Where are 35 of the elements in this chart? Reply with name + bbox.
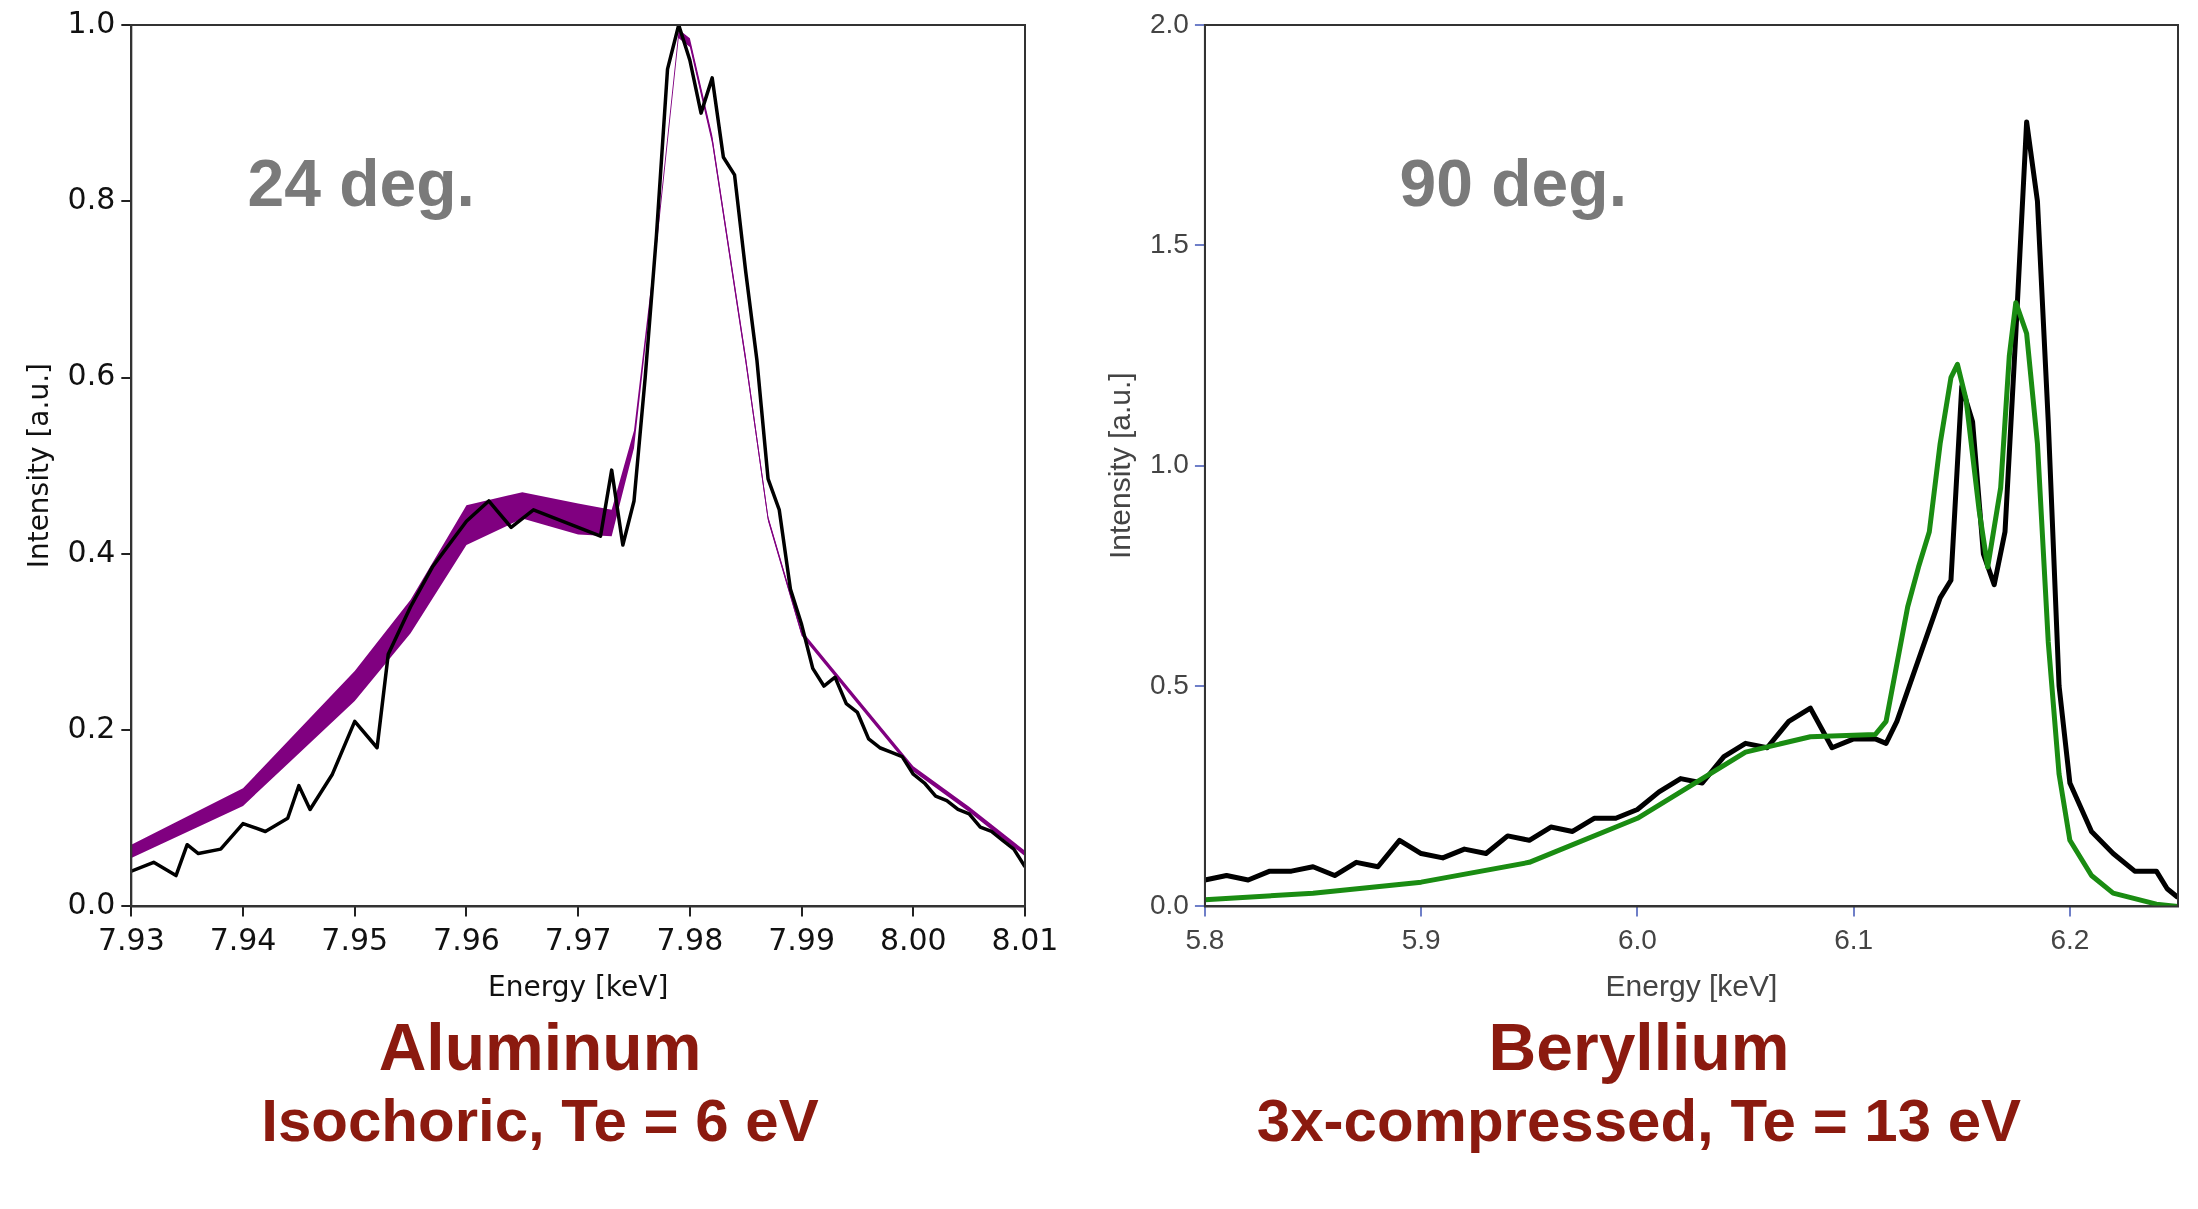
x-tick-label: 7.98 xyxy=(656,922,724,958)
x-tick-label: 6.1 xyxy=(1834,923,1874,955)
annotation: 24 deg. xyxy=(247,146,475,221)
x-tick-label: 7.94 xyxy=(209,922,277,958)
y-axis-title: Intensity [a.u.] xyxy=(22,363,56,569)
x-tick-label: 8.00 xyxy=(879,922,947,958)
x-tick-label: 5.9 xyxy=(1401,923,1441,955)
y-tick-label: 0.0 xyxy=(67,886,116,922)
x-tick-label: 7.95 xyxy=(321,922,389,958)
y-axis-title: Intensity [a.u.] xyxy=(1103,372,1137,560)
y-tick-label: 0.8 xyxy=(67,181,116,217)
x-tick-label: 6.0 xyxy=(1617,923,1657,955)
y-tick-label: 1.0 xyxy=(1149,448,1189,480)
y-tick-label: 0.2 xyxy=(67,709,116,745)
y-tick-label: 0.0 xyxy=(1149,889,1189,921)
y-tick-label: 0.4 xyxy=(67,533,116,569)
x-tick-label: 5.8 xyxy=(1185,923,1225,955)
y-tick-label: 1.0 xyxy=(67,4,116,40)
x-tick-label: 7.93 xyxy=(97,922,165,958)
y-tick-label: 0.5 xyxy=(1149,668,1189,700)
y-tick-label: 0.6 xyxy=(67,357,116,393)
y-tick-label: 1.5 xyxy=(1149,228,1189,260)
x-tick-label: 8.01 xyxy=(991,922,1059,958)
x-tick-label: 6.2 xyxy=(2050,923,2090,955)
y-tick-label: 2.0 xyxy=(1149,7,1189,39)
x-tick-label: 7.96 xyxy=(433,922,500,958)
x-axis-title: Energy [keV] xyxy=(1605,969,1778,1003)
annotation: 90 deg. xyxy=(1399,146,1627,221)
x-tick-label: 7.99 xyxy=(768,922,835,958)
text: Isochoric, Te = 6 eV xyxy=(260,1085,820,1155)
text: Aluminum xyxy=(377,1010,703,1086)
text: Beryllium xyxy=(1487,1010,1791,1086)
x-axis-title: Energy [keV] xyxy=(487,970,669,1004)
x-tick-label: 7.97 xyxy=(544,922,612,958)
text: 3x-compressed, Te = 13 eV xyxy=(1255,1085,2023,1155)
